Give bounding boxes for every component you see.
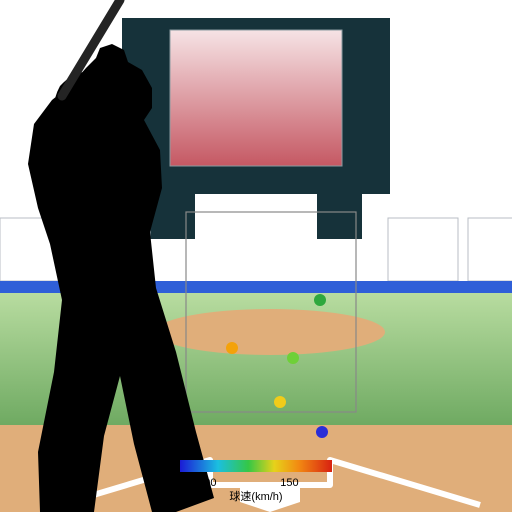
pitch-marker: [316, 426, 328, 438]
pitch-marker: [287, 352, 299, 364]
legend-tick: 150: [280, 477, 298, 489]
legend-tick: 100: [198, 477, 216, 489]
pitch-marker: [314, 294, 326, 306]
legend-title: 球速(km/h): [229, 489, 282, 503]
pitch-marker: [226, 342, 238, 354]
pitch-marker: [274, 396, 286, 408]
